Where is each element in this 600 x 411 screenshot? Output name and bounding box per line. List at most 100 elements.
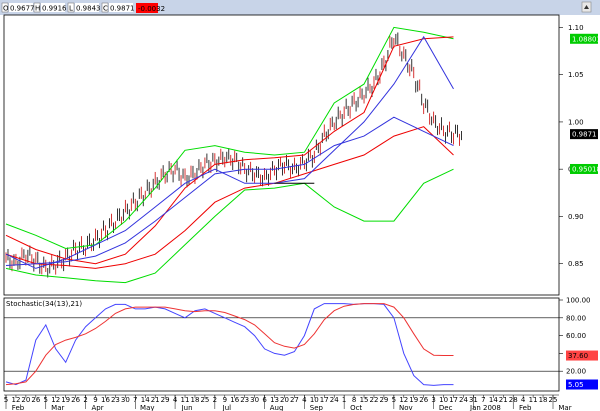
x-day-label: 16 xyxy=(101,396,110,404)
indicator-title: Stochastic(34(13),21) xyxy=(6,300,82,308)
x-day-label: 9 xyxy=(93,396,97,404)
x-axis: 5 12 20 26 5 12 19 26 2 9 16 23 30 7 14 21 29 4 11 18 25 2 9 16… xyxy=(4,394,572,411)
x-day-label: 9 xyxy=(223,396,227,404)
y-tick-label: 0.85 xyxy=(568,260,584,268)
x-month-label: Dec xyxy=(439,404,453,411)
x-day-label: 19 xyxy=(61,396,70,404)
x-month-label: Sep xyxy=(310,404,324,411)
last-price-tag xyxy=(570,129,598,140)
x-day-label: 24 xyxy=(330,396,339,404)
x-day-label: 21 xyxy=(151,396,160,404)
x-day-label: 22 xyxy=(370,396,379,404)
x-day-label: 12 xyxy=(11,396,20,404)
change-value: -0.0032 xyxy=(138,5,165,13)
x-month-label: Feb xyxy=(519,404,532,411)
y-tick-label: 80.00 xyxy=(566,314,586,322)
ohlc-key-box xyxy=(1,2,9,13)
ohlc-value-box xyxy=(9,3,33,12)
x-month-label: Apr xyxy=(92,404,104,411)
y-tick-label: 1.05 xyxy=(568,71,584,79)
x-day-label: 13 xyxy=(270,396,279,404)
x-month-label: Nov xyxy=(399,404,413,411)
x-day-label: 18 xyxy=(539,396,548,404)
x-day-label: 26 xyxy=(419,396,428,404)
ohlc-value: 0.9916 xyxy=(42,5,67,13)
x-month-label: Jun xyxy=(181,404,193,411)
y-tick-label: 20.00 xyxy=(566,368,586,376)
x-day-label: 16 xyxy=(230,396,239,404)
band-tag-label: 0.95018 xyxy=(572,165,600,173)
x-day-label: 14 xyxy=(489,396,498,404)
x-day-label: 30 xyxy=(250,396,259,404)
x-day-label: 4 xyxy=(173,396,178,404)
x-day-label: 11 xyxy=(529,396,538,404)
x-month-label: Aug xyxy=(270,404,284,411)
series-line-ma-blue-2 xyxy=(5,116,454,266)
x-month-label: Feb xyxy=(12,404,25,411)
ohlc-key: L xyxy=(69,5,73,13)
last-price-label: 0.9871 xyxy=(572,131,597,139)
ohlc-value-box xyxy=(109,3,133,12)
series-line-bb-upper xyxy=(5,26,454,250)
ohlc-value: 0.9677 xyxy=(10,5,35,13)
stoch-line-%D xyxy=(5,303,454,386)
ohlc-value-box xyxy=(75,3,99,12)
stoch-tag-label: 37.60 xyxy=(568,352,588,360)
x-day-label: 29 xyxy=(379,396,388,404)
x-day-label: 14 xyxy=(141,396,150,404)
x-day-label: 23 xyxy=(240,396,249,404)
band-tag xyxy=(570,33,598,44)
band-tag-label: 1.08801 xyxy=(572,35,600,43)
ohlc-key: O xyxy=(3,5,9,13)
x-day-label: 17 xyxy=(320,396,329,404)
x-month-label: May xyxy=(140,404,154,411)
x-month-label: Jan 2008 xyxy=(469,404,501,411)
x-day-label: 23 xyxy=(111,396,120,404)
series-line-ma-blue xyxy=(5,35,454,269)
triangle-up-icon xyxy=(584,5,589,9)
stoch-tag xyxy=(566,379,598,390)
series-line-ma-red-2 xyxy=(5,126,454,269)
y-tick-label: 1.10 xyxy=(568,24,584,32)
x-month-label: Jul xyxy=(222,404,232,411)
x-day-label: 20 xyxy=(280,396,289,404)
x-day-label: 27 xyxy=(290,396,299,404)
change-badge xyxy=(136,3,158,13)
stochastic-panel: Stochastic(34(13),21) 100.0080.0060.0040… xyxy=(3,297,598,392)
x-day-label: 6 xyxy=(262,396,267,404)
y-tick-label: 60.00 xyxy=(566,332,586,340)
x-day-label: 25 xyxy=(200,396,209,404)
ohlc-value: 0.9843 xyxy=(76,5,101,13)
x-day-label: 29 xyxy=(161,396,170,404)
y-tick-label: 0.90 xyxy=(568,213,584,221)
x-day-label: 26 xyxy=(31,396,40,404)
x-day-label: 12 xyxy=(51,396,60,404)
y-tick-label: 1.00 xyxy=(568,118,584,126)
ohlc-header: O 0.9677 H 0.9916 L 0.9843 C 0.9871 -0.0032 xyxy=(0,0,600,15)
x-day-label: 15 xyxy=(360,396,369,404)
x-month-label: Oct xyxy=(350,404,362,411)
x-day-label: 7 xyxy=(481,396,485,404)
ohlc-key-box xyxy=(101,2,109,13)
x-day-label: 30 xyxy=(121,396,130,404)
x-day-label: 19 xyxy=(409,396,418,404)
stoch-tag-label: 5.05 xyxy=(568,381,584,389)
price-plot-area xyxy=(3,14,560,296)
ohlc-value-box xyxy=(41,3,65,12)
x-month-label: Mar xyxy=(558,404,571,411)
x-day-label: 11 xyxy=(181,396,190,404)
ohlc-key: C xyxy=(103,5,108,13)
x-day-label: 24 xyxy=(459,396,468,404)
x-month-label: Mar xyxy=(51,404,64,411)
stoch-tag xyxy=(566,350,598,361)
series-line-bb-lower xyxy=(5,168,454,284)
x-day-label: 4 xyxy=(302,396,307,404)
x-day-label: 10 xyxy=(310,396,319,404)
x-day-label: 17 xyxy=(449,396,458,404)
x-day-label: 18 xyxy=(191,396,200,404)
series-line-ma-red xyxy=(5,36,454,265)
x-day-label: 4 xyxy=(521,396,526,404)
price-panel: 1.101.051.000.950.900.85 1.088010.950180… xyxy=(3,14,600,296)
